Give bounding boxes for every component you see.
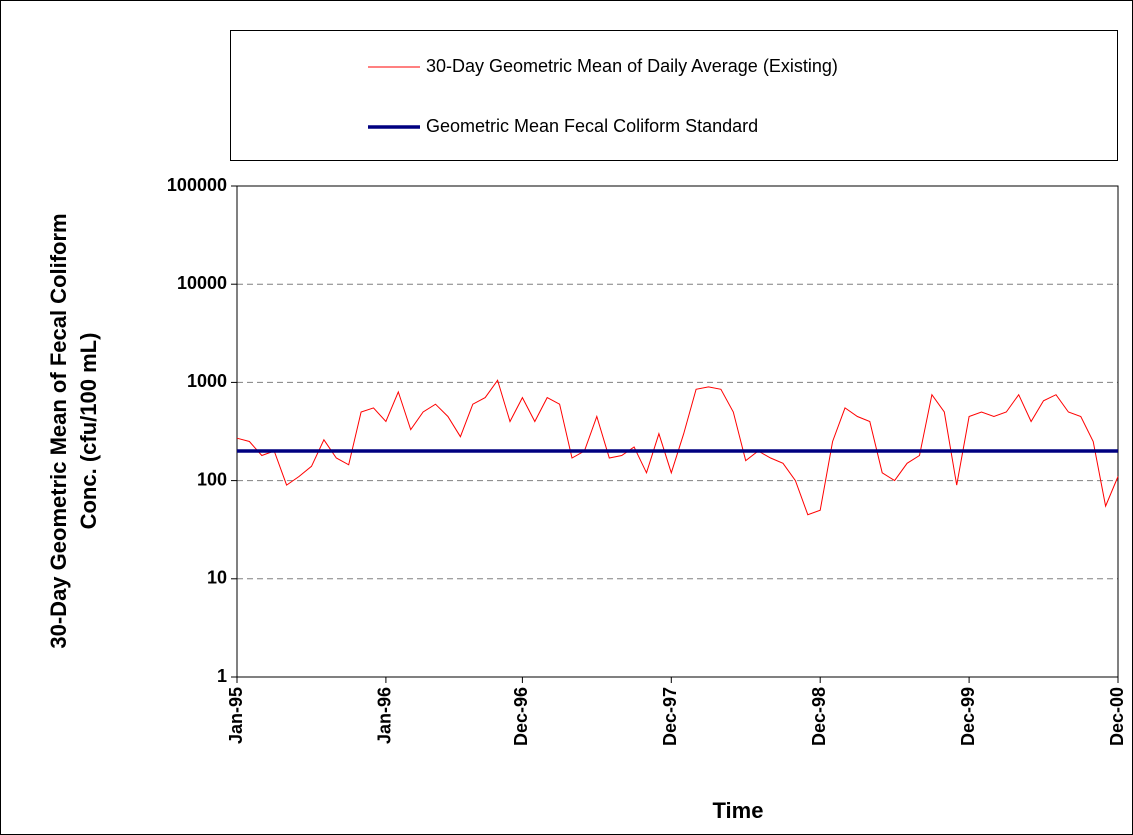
y-tick-label: 100000 [167,175,227,195]
x-axis-label: Time [713,798,764,823]
y-tick-label: 1 [217,666,227,686]
plot-border [236,185,1119,678]
x-tick-label: Dec-99 [958,687,978,746]
x-tick-label: Dec-98 [809,687,829,746]
legend-box [230,30,1118,161]
y-tick-label: 100 [197,469,227,489]
legend-label: 30-Day Geometric Mean of Daily Average (… [426,56,838,76]
y-axis-label-group: 30-Day Geometric Mean of Fecal Coliform … [46,213,101,648]
x-tick-label: Jan-95 [226,687,246,744]
y-axis-label: Conc. (cfu/100 mL) [76,333,101,530]
x-tick-label: Dec-00 [1107,687,1127,746]
x-tick-label: Jan-96 [375,687,395,744]
x-tick-label: Dec-96 [511,687,531,746]
y-axis-label: 30-Day Geometric Mean of Fecal Coliform [46,213,71,648]
legend-label: Geometric Mean Fecal Coliform Standard [426,116,758,136]
y-tick-label: 10000 [177,273,227,293]
x-tick-label: Dec-97 [660,687,680,746]
y-tick-label: 1000 [187,371,227,391]
data-line [236,379,1119,516]
y-tick-label: 10 [207,568,227,588]
